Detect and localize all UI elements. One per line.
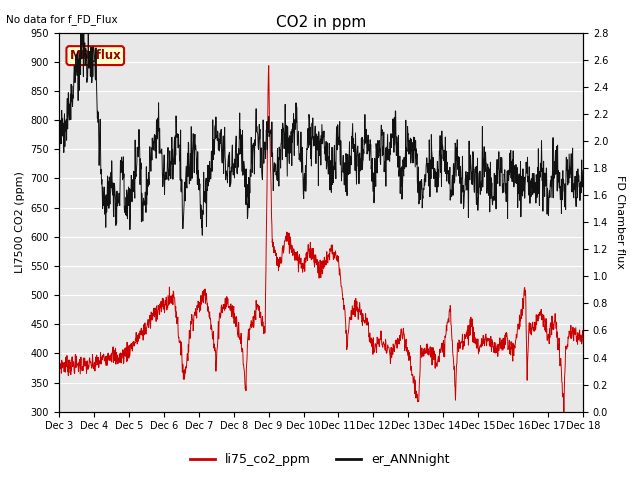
Title: CO2 in ppm: CO2 in ppm xyxy=(276,15,366,30)
Text: No data for f_FD_Flux: No data for f_FD_Flux xyxy=(6,14,118,25)
Y-axis label: LI7500 CO2 (ppm): LI7500 CO2 (ppm) xyxy=(15,171,25,273)
Text: MB_flux: MB_flux xyxy=(69,49,121,62)
Y-axis label: FD Chamber flux: FD Chamber flux xyxy=(615,175,625,269)
Legend: li75_co2_ppm, er_ANNnight: li75_co2_ppm, er_ANNnight xyxy=(186,448,454,471)
